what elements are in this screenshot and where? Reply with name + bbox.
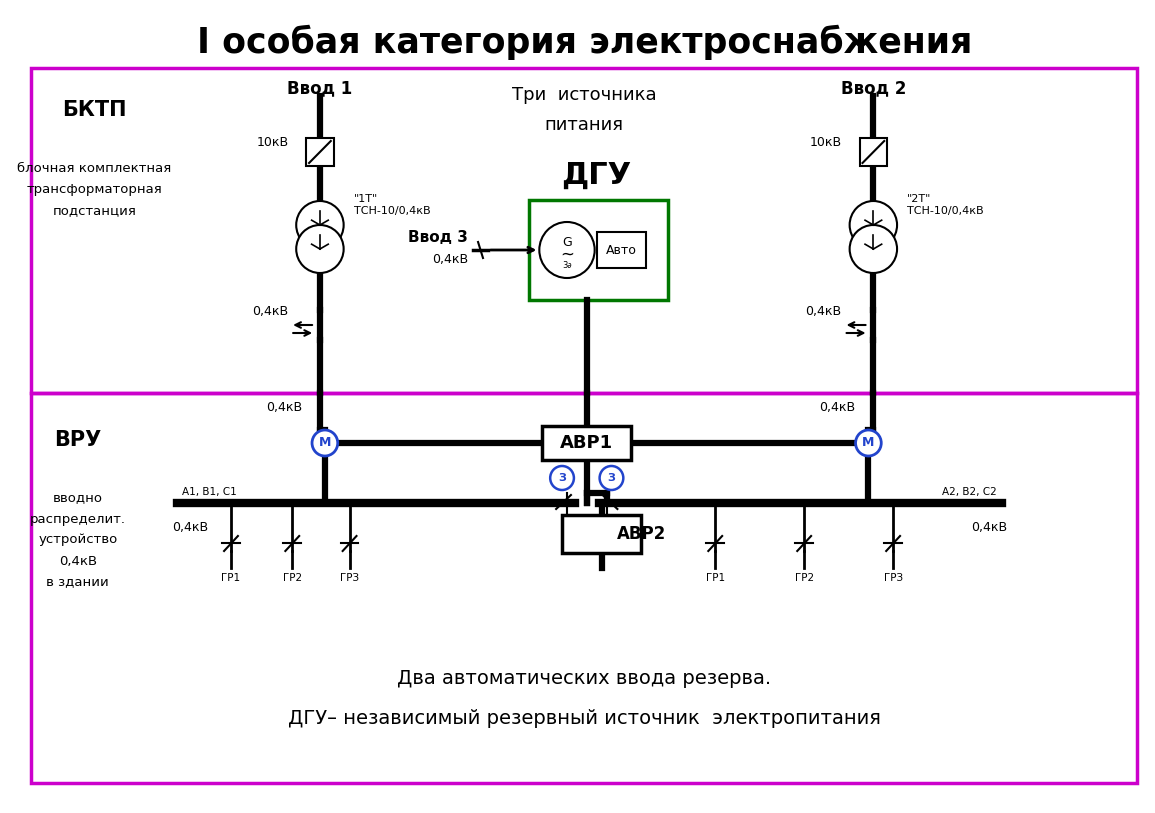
Circle shape (850, 225, 897, 273)
Text: А1, В1, С1: А1, В1, С1 (181, 487, 237, 497)
Text: М: М (863, 437, 874, 450)
Bar (306, 138, 334, 166)
Text: ~: ~ (560, 246, 574, 264)
Text: АВР2: АВР2 (617, 525, 665, 543)
Text: БКТП: БКТП (62, 100, 127, 120)
Circle shape (550, 466, 574, 490)
Text: 10кВ: 10кВ (256, 136, 289, 149)
Text: блочная комплектная
трансформаторная
подстанция: блочная комплектная трансформаторная под… (17, 163, 172, 218)
Text: ВРУ: ВРУ (54, 430, 102, 450)
Text: 10кВ: 10кВ (810, 136, 842, 149)
Text: Ввод 3: Ввод 3 (409, 231, 468, 246)
Text: ГР2: ГР2 (283, 573, 301, 583)
Bar (597, 232, 646, 268)
Bar (543, 426, 632, 460)
Text: ГР1: ГР1 (222, 573, 240, 583)
Circle shape (856, 430, 881, 456)
Text: вводно
распределит.
устройство
0,4кВ
в здании: вводно распределит. устройство 0,4кВ в з… (30, 492, 126, 589)
Text: G: G (562, 236, 572, 249)
Bar (859, 138, 887, 166)
Text: З: З (608, 473, 616, 483)
Text: ГР2: ГР2 (795, 573, 814, 583)
Text: З: З (558, 473, 566, 483)
Text: 0,4кВ: 0,4кВ (970, 521, 1007, 534)
Text: "1Т"
ТСН-10/0,4кВ: "1Т" ТСН-10/0,4кВ (353, 193, 430, 216)
Text: 0,4кВ: 0,4кВ (432, 254, 468, 267)
Bar (31, 68, 1138, 393)
Bar (31, 393, 1138, 783)
Text: 0,4кВ: 0,4кВ (819, 402, 856, 415)
Text: ДГУ– независимый резервный источник  электропитания: ДГУ– независимый резервный источник элек… (288, 708, 881, 728)
Circle shape (296, 225, 344, 273)
Text: 0,4кВ: 0,4кВ (172, 521, 208, 534)
Bar (529, 200, 668, 300)
Circle shape (539, 222, 595, 278)
Circle shape (312, 430, 337, 456)
Circle shape (850, 201, 897, 249)
Text: Два автоматических ввода резерва.: Два автоматических ввода резерва. (397, 668, 772, 688)
Text: Авто: Авто (606, 244, 636, 256)
Text: I особая категория электроснабжения: I особая категория электроснабжения (196, 24, 973, 59)
Text: А2, В2, С2: А2, В2, С2 (942, 487, 997, 497)
Text: Три  источника
питания: Три источника питания (512, 86, 656, 133)
Text: ДГУ: ДГУ (561, 160, 632, 189)
Bar (562, 515, 641, 553)
Text: "2Т"
ТСН-10/0,4кВ: "2Т" ТСН-10/0,4кВ (907, 193, 984, 216)
Text: ГР1: ГР1 (706, 573, 725, 583)
Text: 0,4кВ: 0,4кВ (266, 402, 303, 415)
Circle shape (296, 201, 344, 249)
Text: ГРЗ: ГРЗ (884, 573, 902, 583)
Text: 0,4кВ: 0,4кВ (252, 306, 289, 319)
Text: Ввод 2: Ввод 2 (841, 79, 906, 97)
Text: М: М (319, 437, 331, 450)
Circle shape (599, 466, 624, 490)
Text: 0,4кВ: 0,4кВ (805, 306, 842, 319)
Text: 3∂: 3∂ (562, 260, 572, 269)
Text: ГРЗ: ГРЗ (340, 573, 359, 583)
Text: АВР1: АВР1 (560, 434, 613, 452)
Text: Ввод 1: Ввод 1 (288, 79, 352, 97)
